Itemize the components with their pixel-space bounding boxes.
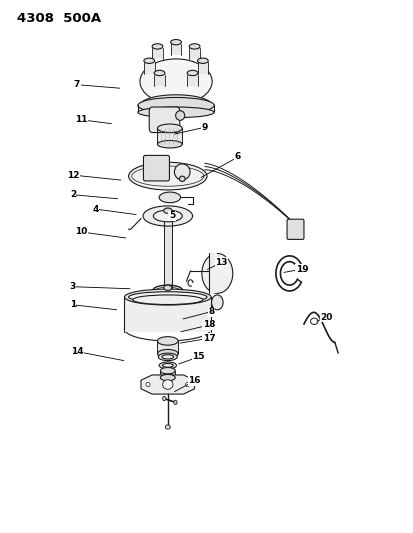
Ellipse shape bbox=[154, 70, 164, 76]
Text: 8: 8 bbox=[207, 307, 214, 316]
FancyBboxPatch shape bbox=[286, 219, 303, 239]
Text: 4308  500A: 4308 500A bbox=[17, 12, 101, 26]
Text: 13: 13 bbox=[215, 258, 227, 266]
Bar bbox=[160, 370, 175, 377]
Ellipse shape bbox=[157, 350, 178, 358]
Text: 16: 16 bbox=[188, 376, 200, 385]
Ellipse shape bbox=[175, 111, 184, 120]
Ellipse shape bbox=[157, 141, 182, 148]
Text: 1: 1 bbox=[70, 300, 76, 309]
Ellipse shape bbox=[153, 210, 182, 222]
Ellipse shape bbox=[159, 362, 176, 369]
Ellipse shape bbox=[138, 98, 214, 114]
Text: 9: 9 bbox=[201, 123, 208, 132]
Bar bbox=[152, 48, 162, 59]
Ellipse shape bbox=[140, 59, 211, 104]
Text: 7: 7 bbox=[74, 80, 80, 89]
Ellipse shape bbox=[163, 208, 171, 213]
Ellipse shape bbox=[145, 382, 150, 386]
Text: 17: 17 bbox=[202, 334, 215, 343]
Ellipse shape bbox=[144, 58, 154, 63]
Ellipse shape bbox=[162, 379, 173, 389]
Ellipse shape bbox=[170, 39, 181, 45]
Text: 18: 18 bbox=[202, 320, 215, 329]
Ellipse shape bbox=[197, 58, 208, 63]
Text: 19: 19 bbox=[295, 265, 307, 273]
Ellipse shape bbox=[133, 295, 202, 304]
Text: 10: 10 bbox=[75, 228, 87, 237]
Ellipse shape bbox=[159, 192, 180, 203]
Ellipse shape bbox=[140, 95, 211, 116]
Bar bbox=[209, 254, 217, 293]
Text: 14: 14 bbox=[71, 347, 83, 356]
Bar bbox=[189, 48, 199, 59]
Ellipse shape bbox=[158, 353, 177, 361]
Ellipse shape bbox=[143, 206, 192, 226]
Ellipse shape bbox=[160, 374, 175, 381]
Ellipse shape bbox=[189, 44, 199, 49]
Bar bbox=[187, 75, 197, 86]
Ellipse shape bbox=[157, 337, 178, 345]
Ellipse shape bbox=[162, 364, 173, 367]
Ellipse shape bbox=[163, 285, 171, 290]
Bar bbox=[197, 62, 208, 74]
Text: 15: 15 bbox=[192, 352, 204, 361]
Bar bbox=[163, 211, 171, 288]
Text: 3: 3 bbox=[70, 282, 76, 291]
Ellipse shape bbox=[202, 254, 232, 293]
Ellipse shape bbox=[179, 176, 185, 181]
Ellipse shape bbox=[157, 124, 182, 133]
Bar bbox=[157, 128, 182, 144]
Bar bbox=[154, 75, 164, 86]
Ellipse shape bbox=[174, 164, 190, 180]
Ellipse shape bbox=[128, 163, 206, 190]
Bar bbox=[157, 341, 178, 354]
Ellipse shape bbox=[211, 295, 223, 310]
FancyBboxPatch shape bbox=[143, 156, 169, 181]
FancyBboxPatch shape bbox=[124, 297, 211, 332]
Ellipse shape bbox=[161, 355, 173, 359]
Ellipse shape bbox=[165, 425, 170, 429]
Ellipse shape bbox=[160, 368, 175, 374]
FancyBboxPatch shape bbox=[149, 107, 179, 133]
Ellipse shape bbox=[138, 107, 214, 118]
Ellipse shape bbox=[128, 292, 206, 302]
Ellipse shape bbox=[173, 400, 177, 405]
Ellipse shape bbox=[187, 70, 197, 76]
Ellipse shape bbox=[152, 44, 162, 49]
Ellipse shape bbox=[185, 382, 189, 386]
Ellipse shape bbox=[124, 289, 211, 305]
Text: 20: 20 bbox=[320, 312, 332, 321]
Text: 2: 2 bbox=[70, 190, 76, 199]
Text: 6: 6 bbox=[234, 152, 240, 161]
Bar bbox=[144, 62, 154, 74]
Text: 11: 11 bbox=[75, 115, 87, 124]
Ellipse shape bbox=[162, 397, 166, 401]
Text: 5: 5 bbox=[169, 212, 175, 221]
Text: 12: 12 bbox=[66, 171, 79, 180]
Polygon shape bbox=[141, 375, 194, 394]
Text: 4: 4 bbox=[92, 205, 99, 214]
Bar bbox=[170, 44, 181, 55]
